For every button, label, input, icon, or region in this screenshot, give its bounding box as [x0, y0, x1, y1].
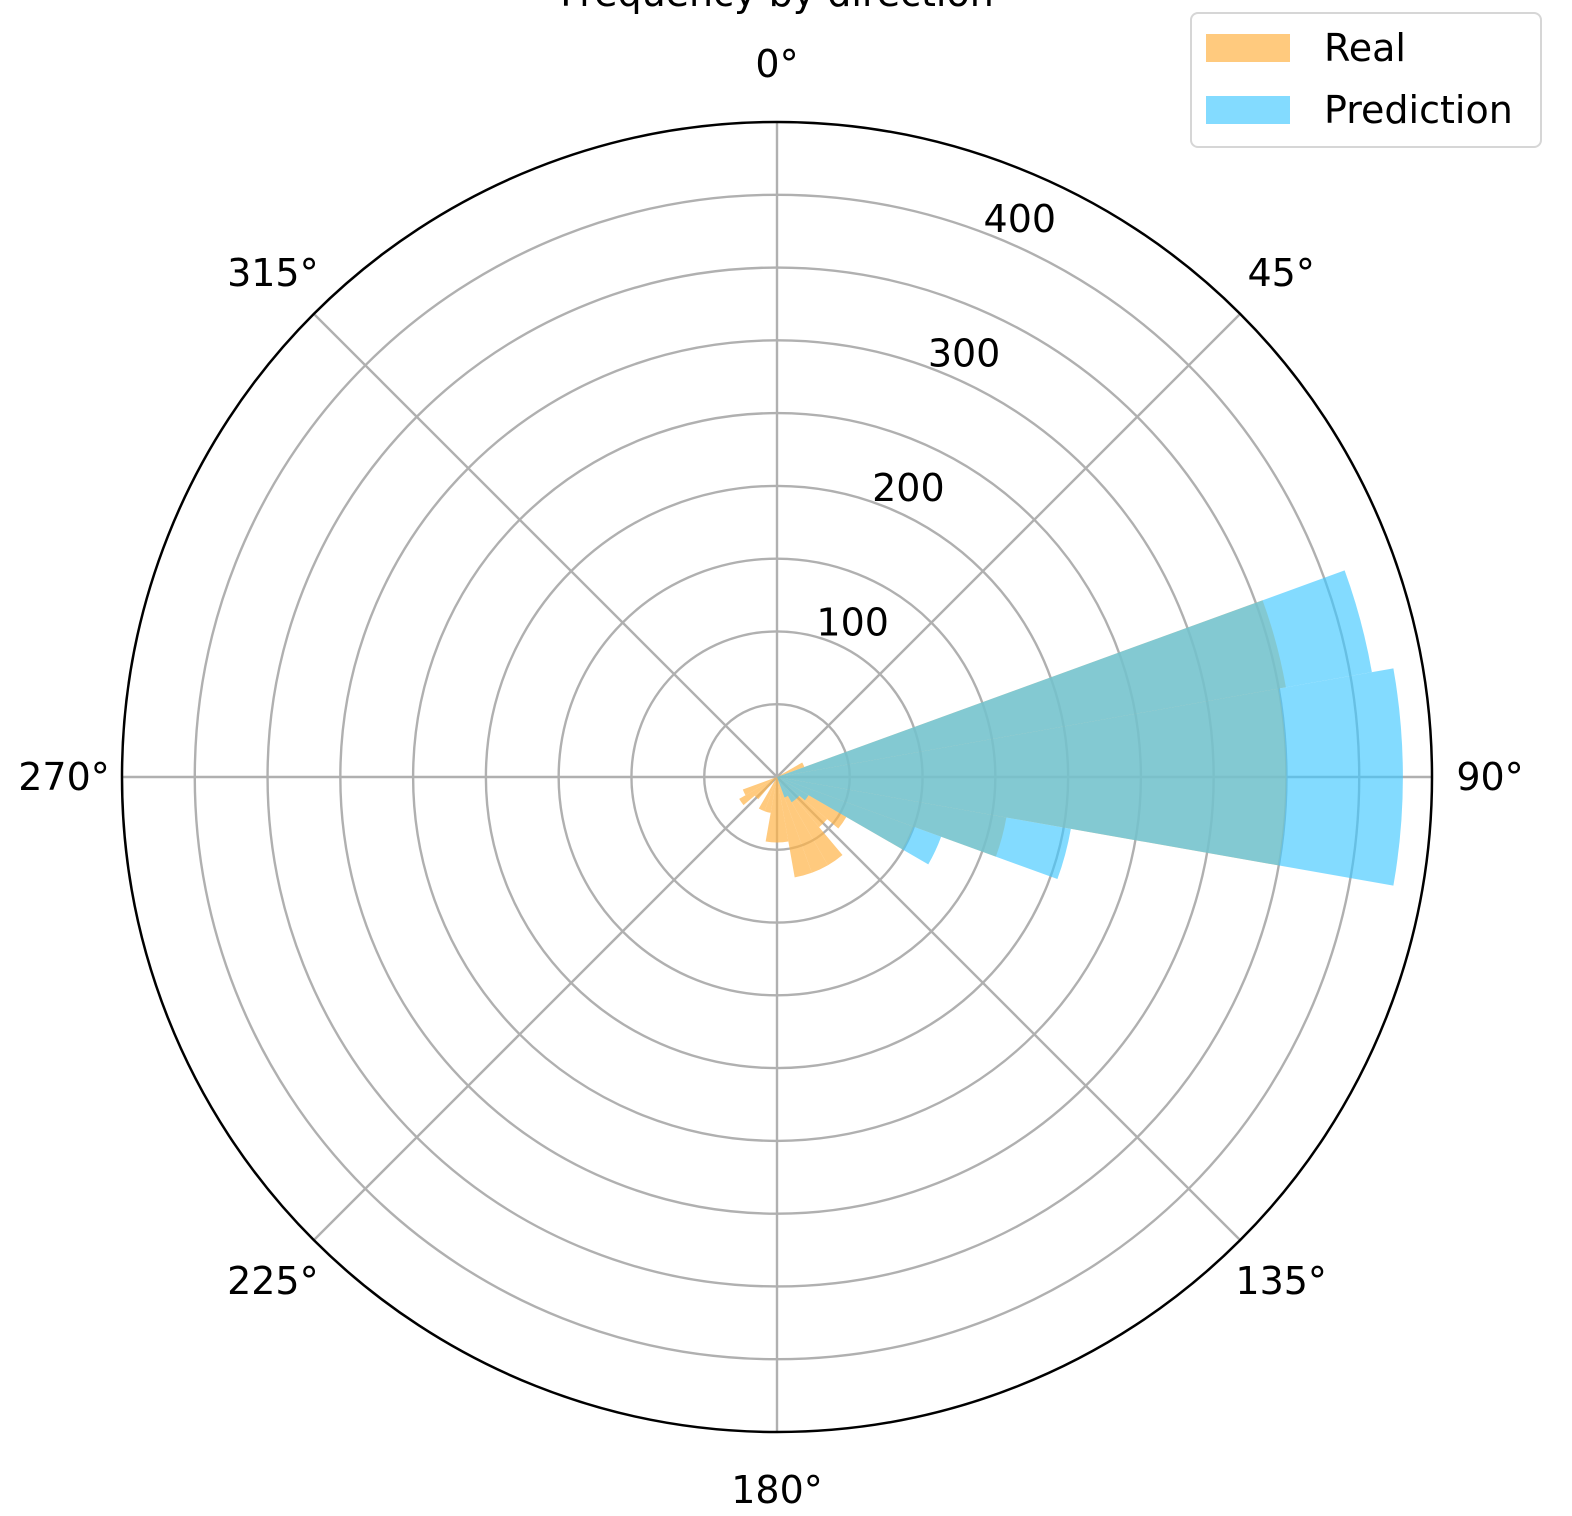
bar-prediction-105	[777, 777, 1071, 880]
legend-swatch-prediction	[1206, 96, 1290, 124]
legend-label-prediction: Prediction	[1324, 88, 1513, 132]
bar-prediction-135	[777, 777, 800, 800]
bar-real-245	[742, 777, 777, 796]
angle-tick-label-225: 225°	[227, 1259, 319, 1303]
angle-tick-label-90: 90°	[1456, 755, 1523, 799]
angular-gridline-45	[776, 312, 1242, 778]
bar-real-65	[777, 762, 805, 777]
legend-swatch-real	[1206, 34, 1290, 62]
bar-real-205	[758, 777, 777, 812]
angle-tick-label-180: 180°	[731, 1468, 823, 1512]
bar-prediction-125	[777, 777, 809, 801]
legend-label-real: Real	[1324, 26, 1406, 70]
bar-real-195	[764, 777, 777, 813]
bar-prediction-95	[777, 777, 1403, 886]
angle-tick-label-270: 270°	[18, 755, 110, 799]
bar-real-185	[765, 777, 777, 843]
angular-gridline-315	[312, 312, 778, 778]
polar-frame	[120, 120, 1434, 1434]
bar-prediction-155	[777, 777, 788, 798]
angular-gridline-135	[776, 776, 1242, 1242]
bar-real-155	[777, 777, 828, 873]
legend: Real Prediction	[1190, 12, 1542, 148]
radius-tick-label-300: 300	[928, 332, 1001, 376]
bar-prediction-145	[777, 777, 796, 803]
bar-prediction-85	[777, 668, 1403, 777]
angle-tick-label-0: 0°	[755, 42, 798, 86]
bar-real-225	[754, 777, 777, 800]
legend-item-real: Real	[1206, 26, 1406, 70]
polar-tick-labels: 0° 45° 90° 135° 180° 225° 270° 315° 100 200 300 400	[18, 42, 1523, 1512]
angle-tick-label-135: 135°	[1235, 1259, 1327, 1303]
angular-gridline-225	[312, 776, 778, 1242]
radius-tick-label-400: 400	[984, 197, 1057, 241]
legend-item-prediction: Prediction	[1206, 88, 1513, 132]
angle-tick-label-45: 45°	[1247, 251, 1314, 295]
radius-tick-label-100: 100	[816, 601, 889, 645]
bar-real-235	[739, 777, 777, 806]
chart-title: Frequency by direction	[560, 0, 994, 15]
bar-real-165	[777, 777, 812, 878]
angle-tick-label-315: 315°	[227, 251, 319, 295]
bar-prediction-115	[777, 777, 942, 865]
bar-prediction-75	[777, 570, 1372, 777]
bar-real-175	[777, 777, 789, 843]
radius-tick-label-200: 200	[872, 466, 945, 510]
polar-bars	[739, 570, 1403, 886]
